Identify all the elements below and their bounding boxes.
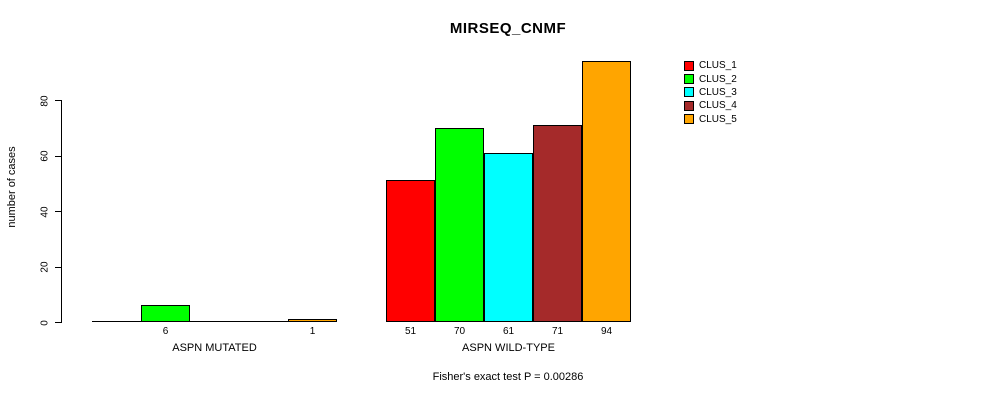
legend-item-clus-4: CLUS_4 xyxy=(684,99,737,112)
y-tick-mark xyxy=(55,100,62,101)
y-tick-label: 80 xyxy=(39,94,51,107)
category-label-aspn-mutated: ASPN MUTATED xyxy=(172,342,257,354)
legend-label: CLUS_1 xyxy=(699,60,737,72)
legend-label: CLUS_4 xyxy=(699,100,737,112)
category-label-aspn-wild-type: ASPN WILD-TYPE xyxy=(462,342,555,354)
y-tick-label: 40 xyxy=(39,205,51,218)
bar-clus-4-aspn-mutated xyxy=(239,321,288,322)
bar-clus-4-aspn-wild-type xyxy=(533,125,582,322)
legend-item-clus-3: CLUS_3 xyxy=(684,86,737,99)
bar-value-label: 6 xyxy=(162,326,169,337)
bar-clus-1-aspn-wild-type xyxy=(386,180,435,322)
y-tick-mark xyxy=(55,155,62,157)
y-tick-label: 20 xyxy=(39,261,51,273)
bar-value-label: 61 xyxy=(502,326,515,337)
bar-clus-2-aspn-wild-type xyxy=(435,128,484,322)
legend-swatch-clus-3 xyxy=(684,87,694,98)
legend-swatch-clus-2 xyxy=(684,74,694,85)
legend-label: CLUS_2 xyxy=(699,73,737,85)
y-tick-label: 0 xyxy=(39,319,51,326)
bar-clus-3-aspn-mutated xyxy=(190,321,239,322)
legend-item-clus-1: CLUS_1 xyxy=(684,59,737,72)
bar-value-label: 94 xyxy=(600,326,613,337)
chart-title: MIRSEQ_CNMF xyxy=(449,20,567,37)
legend-label: CLUS_3 xyxy=(699,86,737,98)
legend-swatch-clus-5 xyxy=(684,114,694,125)
bar-value-label: 1 xyxy=(309,326,316,337)
bar-value-label: 71 xyxy=(551,326,564,337)
bar-clus-1-aspn-mutated xyxy=(92,321,141,322)
legend-item-clus-5: CLUS_5 xyxy=(684,113,737,126)
y-tick-label: 60 xyxy=(39,150,51,162)
bar-clus-3-aspn-wild-type xyxy=(484,153,533,322)
bar-clus-2-aspn-mutated xyxy=(141,305,190,322)
statistics-caption: Fisher's exact test P = 0.00286 xyxy=(432,371,584,383)
legend-item-clus-2: CLUS_2 xyxy=(684,72,737,85)
legend: CLUS_1 CLUS_2 CLUS_3 CLUS_4 CLUS_5 xyxy=(684,59,737,126)
legend-label: CLUS_5 xyxy=(699,113,737,125)
bar-value-label: 70 xyxy=(453,326,466,337)
bar-clus-5-aspn-mutated xyxy=(288,319,337,322)
y-tick-mark xyxy=(55,322,62,323)
legend-swatch-clus-4 xyxy=(684,100,694,111)
bar-clus-5-aspn-wild-type xyxy=(582,61,631,322)
y-axis-title: number of cases xyxy=(6,146,18,228)
legend-swatch-clus-1 xyxy=(684,60,694,71)
bar-value-label: 51 xyxy=(404,326,417,337)
y-tick-mark xyxy=(55,211,62,212)
y-tick-mark xyxy=(55,266,62,268)
